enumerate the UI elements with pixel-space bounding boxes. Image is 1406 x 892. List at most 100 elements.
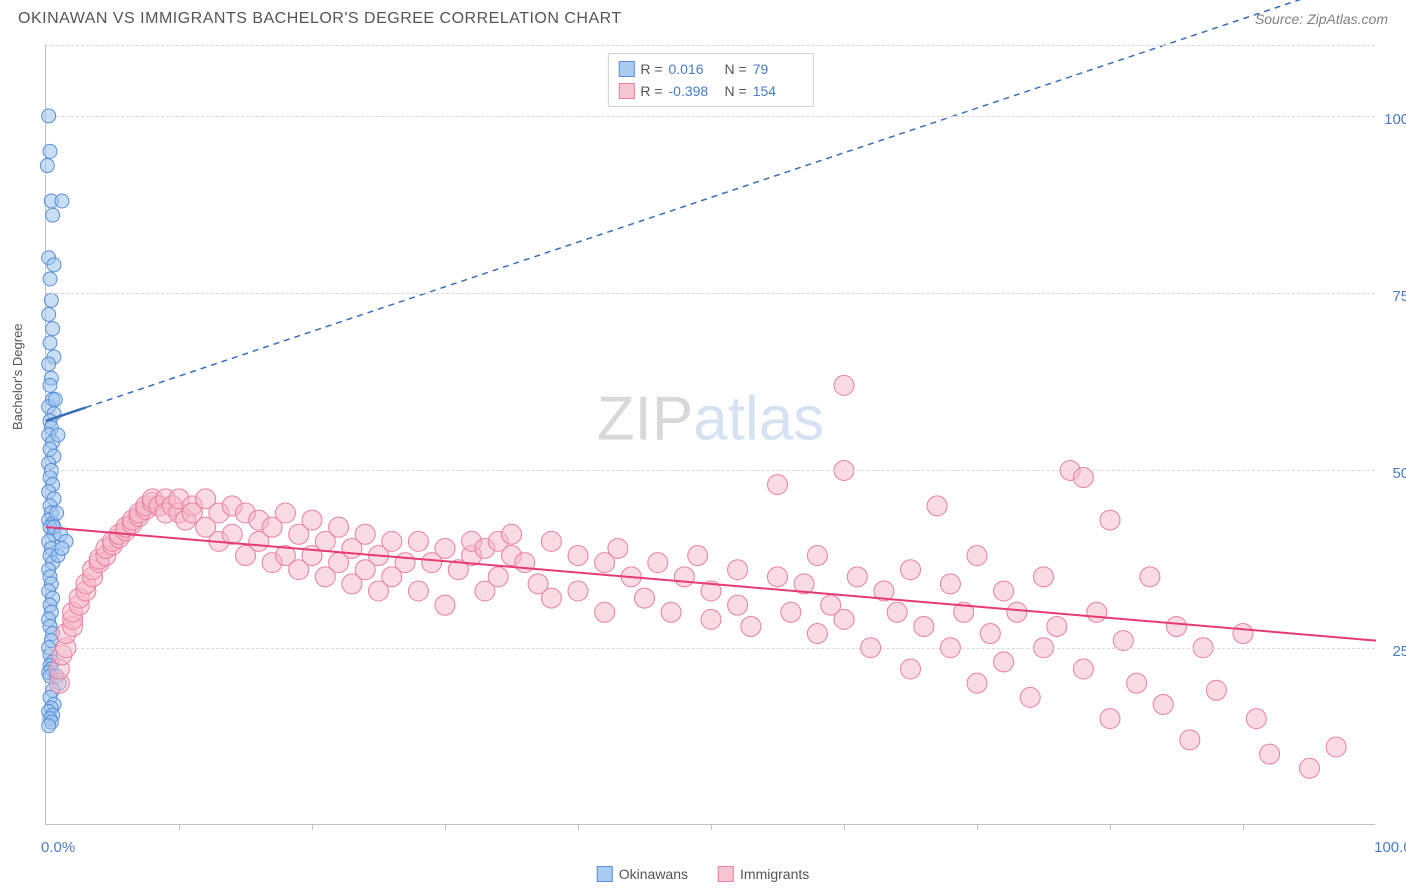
chart-svg [46,45,1375,824]
gridline-h [46,116,1375,117]
data-point [994,652,1014,672]
data-point [781,602,801,622]
data-point [768,475,788,495]
data-point [635,588,655,608]
data-point [302,510,322,530]
x-tick [844,824,845,830]
data-point [502,524,522,544]
x-tick [1243,824,1244,830]
x-tick [445,824,446,830]
chart-header: OKINAWAN VS IMMIGRANTS BACHELOR'S DEGREE… [0,0,1406,34]
data-point [47,258,61,272]
legend-r-value: 0.016 [669,58,719,80]
data-point [55,194,69,208]
data-point [807,624,827,644]
data-point [51,428,65,442]
data-point [43,272,57,286]
data-point [728,595,748,615]
data-point [980,624,1000,644]
y-axis-label: Bachelor's Degree [10,323,25,430]
y-tick-label: 100.0% [1384,111,1406,128]
data-point [887,602,907,622]
data-point [994,581,1014,601]
x-axis-min-label: 0.0% [41,839,75,856]
data-point [568,581,588,601]
legend-item: Okinawans [597,866,688,882]
data-point [595,602,615,622]
data-point [1246,709,1266,729]
data-point [42,357,56,371]
data-point [1034,567,1054,587]
data-point [927,496,947,516]
x-tick [711,824,712,830]
legend-r-label: R = [640,58,662,80]
data-point [40,159,54,173]
data-point [42,719,56,733]
data-point [701,609,721,629]
data-point [967,546,987,566]
data-point [1100,709,1120,729]
data-point [48,393,62,407]
data-point [435,595,455,615]
data-point [914,616,934,636]
data-point [847,567,867,587]
x-tick [977,824,978,830]
x-tick [578,824,579,830]
data-point [541,588,561,608]
gridline-h [46,293,1375,294]
data-point [807,546,827,566]
data-point [728,560,748,580]
data-point [1167,616,1187,636]
data-point [1233,624,1253,644]
data-point [834,609,854,629]
data-point [674,567,694,587]
data-point [901,659,921,679]
data-point [1087,602,1107,622]
x-axis-max-label: 100.0% [1374,839,1406,856]
legend-n-label: N = [725,58,747,80]
gridline-h [46,470,1375,471]
y-tick-label: 25.0% [1392,643,1406,660]
legend-swatch [718,866,734,882]
data-point [46,322,60,336]
data-point [741,616,761,636]
legend-swatch [597,866,613,882]
x-tick [1110,824,1111,830]
data-point [834,375,854,395]
data-point [515,553,535,573]
chart-plot-area: ZIPatlas R = 0.016 N = 79 R = -0.398 N =… [45,45,1375,825]
data-point [661,602,681,622]
data-point [568,546,588,566]
data-point [1260,744,1280,764]
data-point [55,541,69,555]
data-point [395,553,415,573]
data-point [355,524,375,544]
data-point [688,546,708,566]
data-point [408,581,428,601]
data-point [648,553,668,573]
legend-stats-row: R = 0.016 N = 79 [618,58,802,80]
y-tick-label: 50.0% [1392,465,1406,482]
legend-r-value: -0.398 [669,80,719,102]
data-point [1047,616,1067,636]
data-point [1100,510,1120,530]
data-point [408,531,428,551]
data-point [768,567,788,587]
data-point [1127,673,1147,693]
data-point [329,517,349,537]
data-point [1140,567,1160,587]
data-point [1153,694,1173,714]
data-point [1180,730,1200,750]
x-tick [312,824,313,830]
gridline-h [46,648,1375,649]
data-point [382,531,402,551]
data-point [43,378,57,392]
data-point [1326,737,1346,757]
data-point [44,293,58,307]
y-tick-label: 75.0% [1392,288,1406,305]
data-point [42,307,56,321]
legend-swatch [618,61,634,77]
data-point [1020,687,1040,707]
gridline-h [46,45,1375,46]
data-point [46,208,60,222]
